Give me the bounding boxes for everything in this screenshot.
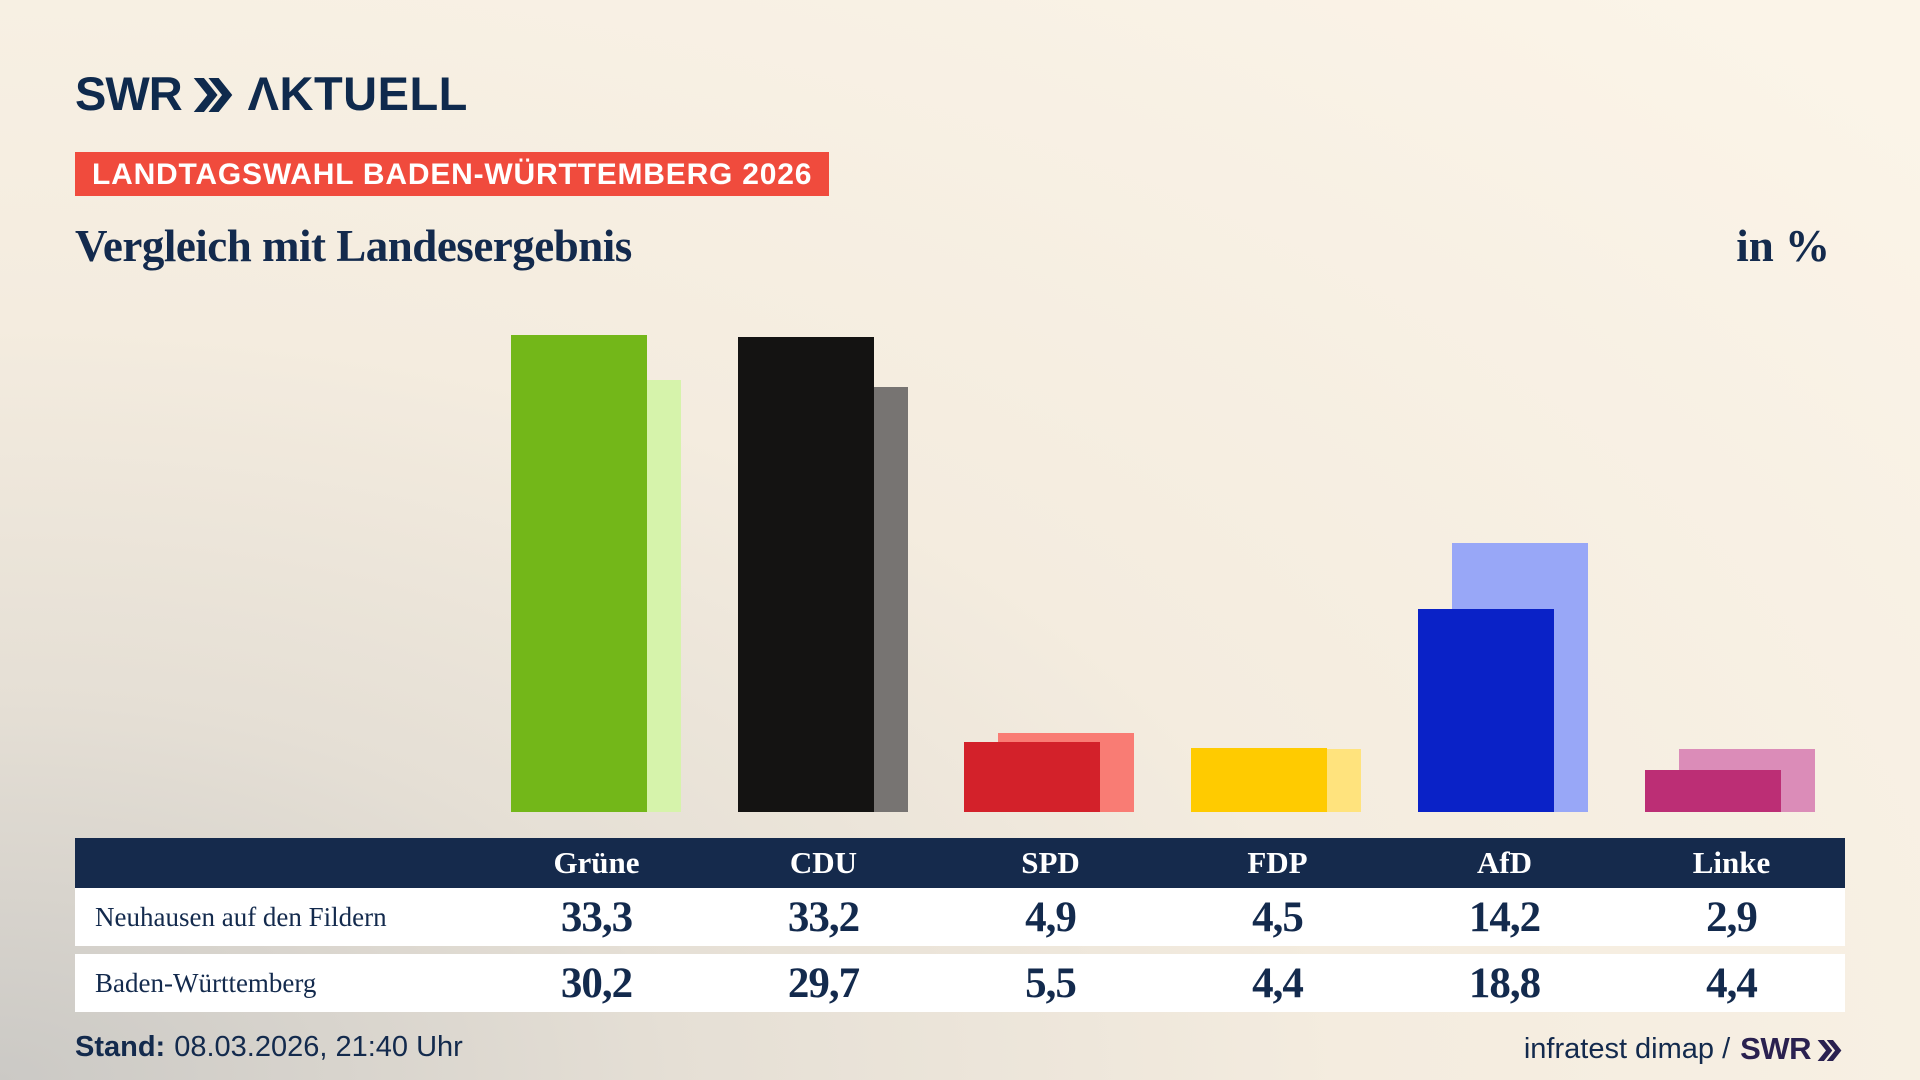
brand-swr-text: SWR (75, 67, 183, 120)
brand-logo: SWR ΛKTUELL (75, 66, 468, 121)
results-table: Grüne CDU SPD FDP AfD Linke Neuhausen auf den … (75, 838, 1845, 1012)
value-cdu-1: 29,7 (787, 959, 860, 1007)
footer-source: infratest dimap / SWR (1524, 1031, 1845, 1067)
party-header-grne: Grüne (553, 845, 640, 880)
source-text: infratest dimap / (1523, 1032, 1731, 1065)
value-cdu-0: 33,2 (787, 893, 860, 941)
bar-spd-main (964, 742, 1100, 812)
party-header-cdu: CDU (789, 845, 858, 880)
row-label: Neuhausen auf den Fildern (95, 901, 387, 932)
unit-label: in % (1736, 221, 1830, 271)
row-label: Baden-Württemberg (95, 967, 317, 998)
party-header-afd: AfD (1476, 845, 1533, 880)
value-linke-0: 2,9 (1706, 893, 1758, 941)
bar-afd-main (1418, 609, 1554, 812)
footer-brand-logo: SWR (1740, 1031, 1845, 1067)
bar-grne-main (511, 335, 647, 812)
party-header-linke: Linke (1692, 845, 1771, 880)
bar-cdu-main (738, 337, 874, 812)
stand-value: 08.03.2026, 21:40 Uhr (174, 1031, 463, 1063)
table-header-row: Grüne CDU SPD FDP AfD Linke (75, 838, 1845, 888)
table-row-neuhausenaufdenfildern: Neuhausen auf den Fildern 33,3 33,2 4,9 4,5 1… (75, 888, 1845, 946)
value-spd-1: 5,5 (1025, 959, 1077, 1007)
value-spd-0: 4,9 (1025, 893, 1077, 941)
bar-linke-main (1645, 770, 1781, 812)
party-header-spd: SPD (1021, 845, 1080, 880)
footer-brand-swr-text: SWR (1740, 1031, 1811, 1066)
value-grne-0: 33,3 (560, 893, 633, 941)
bar-fdp-main (1191, 748, 1327, 812)
value-afd-1: 18,8 (1468, 959, 1541, 1007)
double-chevron-icon (193, 77, 232, 112)
brand-aktuell-text: ΛKTUELL (247, 67, 468, 120)
stand-label: Stand: (75, 1031, 166, 1063)
value-fdp-0: 4,5 (1252, 893, 1304, 941)
election-badge: LANDTAGSWAHL BADEN-WÜRTTEMBERG 2026 (75, 152, 830, 196)
page-title: Vergleich mit Landesergebnis (75, 221, 632, 271)
value-afd-0: 14,2 (1468, 893, 1541, 941)
value-linke-1: 4,4 (1706, 959, 1758, 1007)
footer-stand: Stand: 08.03.2026, 21:40 Uhr (75, 1031, 463, 1064)
value-fdp-1: 4,4 (1252, 959, 1304, 1007)
double-chevron-icon (1817, 1039, 1842, 1061)
table-row-badenwrttemberg: Baden-Württemberg 30,2 29,7 5,5 4,4 18,8 4,4 (75, 954, 1845, 1012)
party-header-fdp: FDP (1247, 845, 1308, 880)
value-grne-1: 30,2 (560, 959, 633, 1007)
